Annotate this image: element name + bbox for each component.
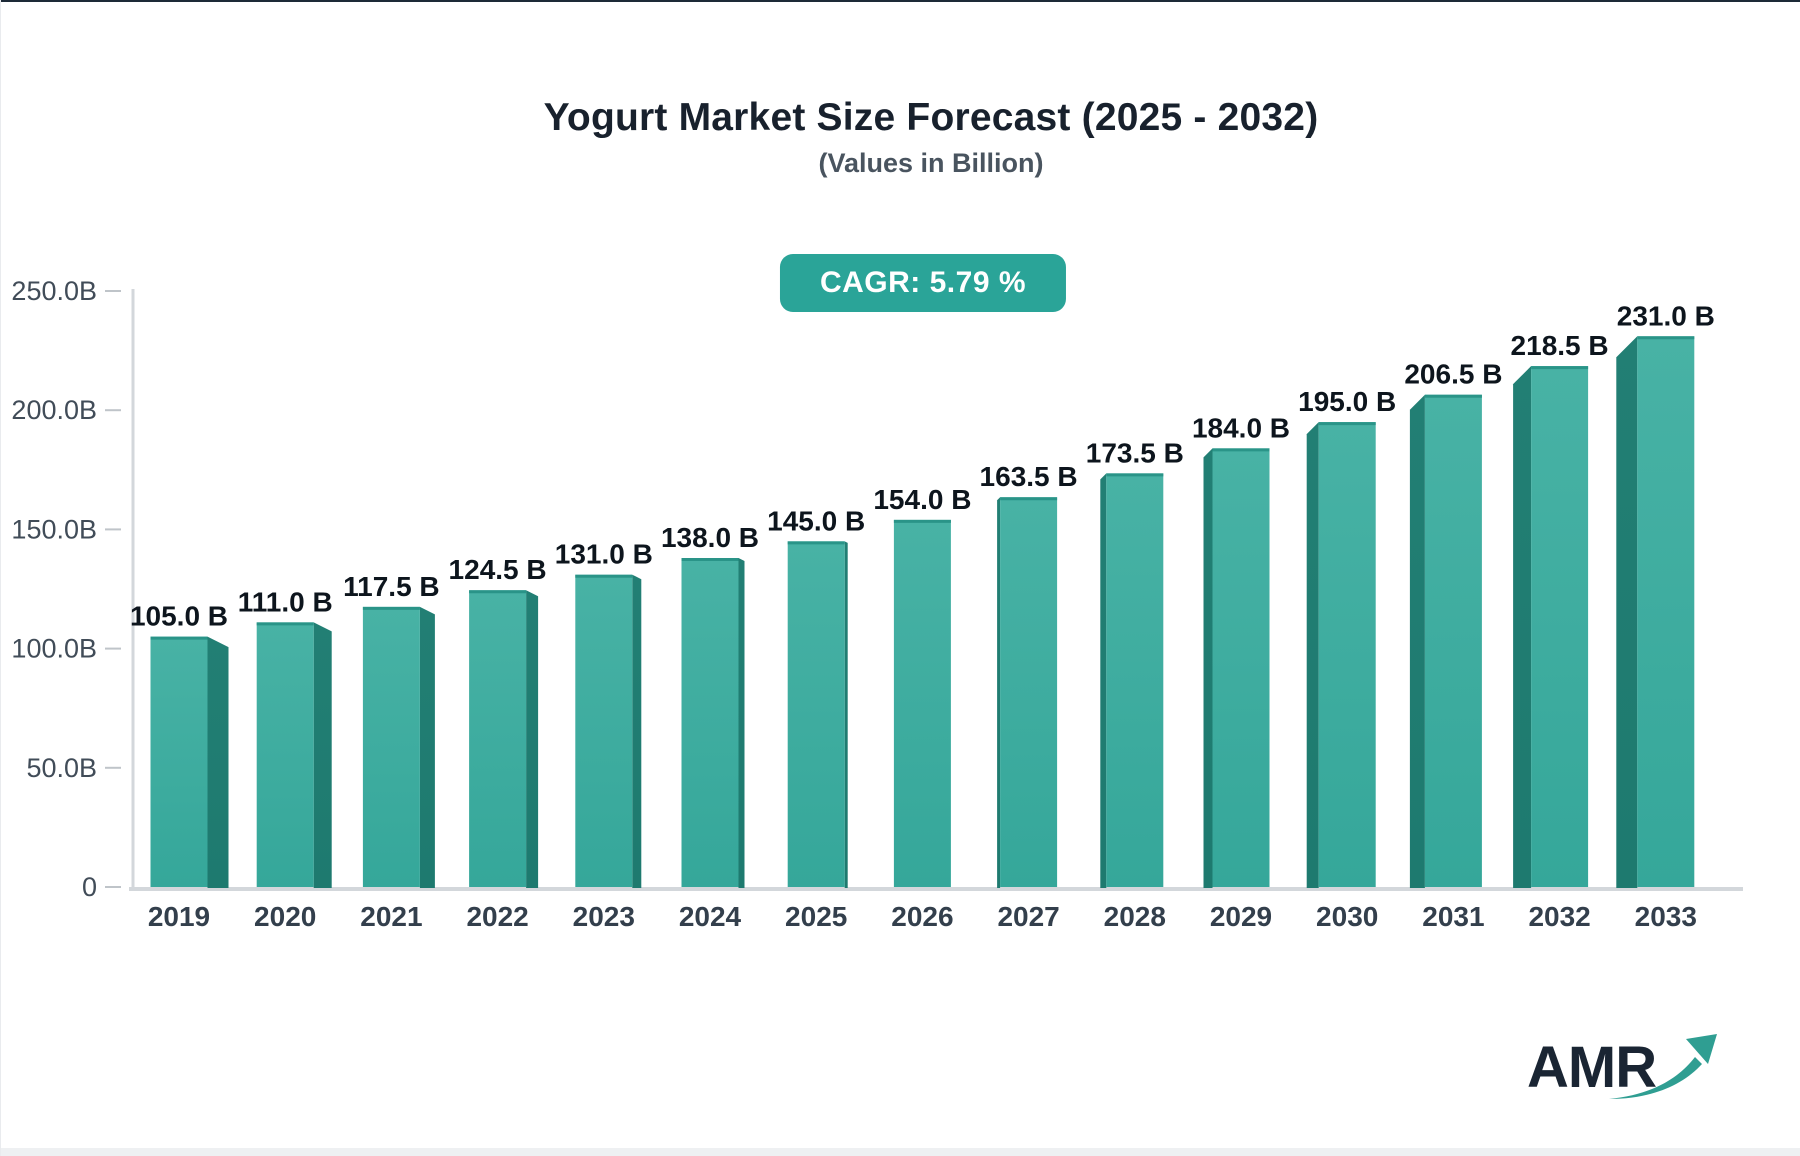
y-tick-label: 200.0B [11,395,97,425]
bar-front-face [1106,473,1164,887]
y-tick-label: 50.0B [26,753,97,783]
y-tick-label: 100.0B [11,634,97,664]
bar-side-face [1203,448,1213,888]
bar-front-face [575,574,633,887]
bar-group-2032: 218.5 B 2032 [1511,330,1609,932]
bar-front-face [1318,422,1376,887]
y-tick-250.0B: 250.0B [11,276,121,306]
bar-side-face [419,606,435,888]
amr-logo-arrowhead-icon [1686,1034,1717,1064]
x-axis-label-2028: 2028 [1104,901,1166,932]
x-axis-label-2023: 2023 [573,901,635,932]
y-tick-label: 150.0B [11,514,97,544]
window-bottom-strip [1,1148,1800,1156]
y-tick-100.0B: 100.0B [11,634,121,664]
bar-front-face [787,541,845,887]
x-axis-label-2030: 2030 [1316,901,1378,932]
bar-value-label: 195.0 B [1298,386,1396,417]
bar-side-face [1409,394,1425,888]
chart-title: Yogurt Market Size Forecast (2025 - 2032… [543,96,1319,139]
bar-side-face [1100,473,1107,888]
y-tick-0: 0 [82,872,121,902]
bar-front-face [256,622,314,887]
x-axis-label-2020: 2020 [254,901,316,932]
bar-group-2029: 184.0 B 2029 [1192,412,1290,932]
x-axis-label-2032: 2032 [1528,901,1590,932]
amr-logo-arrow-swoosh-icon [1609,1057,1702,1099]
bar-value-label: 163.5 B [980,461,1078,492]
bar-side-face [526,590,539,888]
y-tick-150.0B: 150.0B [11,514,121,544]
chart-subtitle: (Values in Billion) [818,148,1044,178]
bar-value-label: 105.0 B [130,601,228,632]
y-tick-label: 0 [82,872,97,902]
bar-group-2031: 206.5 B 2031 [1404,359,1502,932]
bar-side-face [1513,366,1532,888]
window-top-edge [1,0,1800,2]
bar-side-face [632,574,642,888]
amr-logo-text: AMR [1527,1035,1656,1100]
bar-side-face [738,558,745,888]
bar-value-label: 138.0 B [661,522,759,553]
bar-value-label: 145.0 B [767,505,865,536]
bar-side-face [1616,336,1638,888]
bar-group-2023: 131.0 B 2023 [555,539,653,932]
bar-side-face [997,497,1001,888]
bar-value-label: 124.5 B [449,554,547,585]
bar-group-2020: 111.0 B 2020 [238,586,333,932]
x-axis-label-2026: 2026 [891,901,953,932]
bar-front-face [362,606,420,887]
bar-group-2021: 117.5 B 2021 [343,571,440,932]
x-axis-label-2022: 2022 [466,901,528,932]
bar-front-face [1000,497,1058,887]
bar-value-label: 206.5 B [1404,359,1502,390]
bar-value-label: 154.0 B [873,484,971,515]
bar-value-label: 184.0 B [1192,412,1290,443]
bar-group-2028: 173.5 B 2028 [1086,437,1184,932]
bar-front-face [1531,366,1589,887]
bar-side-face [844,541,848,888]
bar-front-face [1212,448,1270,887]
bar-front-face [893,519,951,887]
bar-front-face [681,558,739,887]
bar-front-face [469,590,527,887]
bar-group-2030: 195.0 B 2030 [1298,386,1396,932]
bar-group-2024: 138.0 B 2024 [661,522,759,932]
x-axis-label-2021: 2021 [360,901,422,932]
y-tick-50.0B: 50.0B [26,753,121,783]
bar-front-face [1424,394,1482,887]
bar-group-2033: 231.0 B 2033 [1616,300,1715,932]
bar-value-label: 231.0 B [1617,300,1715,331]
bar-side-face [313,622,332,888]
y-tick-label: 250.0B [11,276,97,306]
amr-logo: AMR [1527,1034,1717,1100]
x-axis-label-2019: 2019 [148,901,210,932]
cagr-badge: CAGR: 5.79 % [779,254,1067,312]
bar-side-face [207,636,229,888]
bar-value-label: 173.5 B [1086,437,1184,468]
bar-value-label: 111.0 B [238,586,333,617]
bar-value-label: 117.5 B [343,571,440,602]
bar-front-face [150,636,208,887]
x-axis-label-2027: 2027 [997,901,1059,932]
bar-group-2019: 105.0 B 2019 [130,601,229,932]
x-axis-label-2033: 2033 [1635,901,1697,932]
bar-value-label: 218.5 B [1511,330,1609,361]
bar-group-2022: 124.5 B 2022 [449,554,547,932]
bar-value-label: 131.0 B [555,539,653,570]
x-axis-label-2031: 2031 [1422,901,1484,932]
x-axis-label-2025: 2025 [785,901,847,932]
x-axis-label-2029: 2029 [1210,901,1272,932]
bar-front-face [1637,336,1695,887]
x-axis-label-2024: 2024 [679,901,742,932]
bar-group-2026: 154.0 B 2026 [873,484,971,932]
bar-group-2025: 145.0 B 2025 [767,505,865,932]
bar-side-face [1306,422,1319,888]
y-tick-200.0B: 200.0B [11,395,121,425]
bar-group-2027: 163.5 B 2027 [980,461,1078,932]
